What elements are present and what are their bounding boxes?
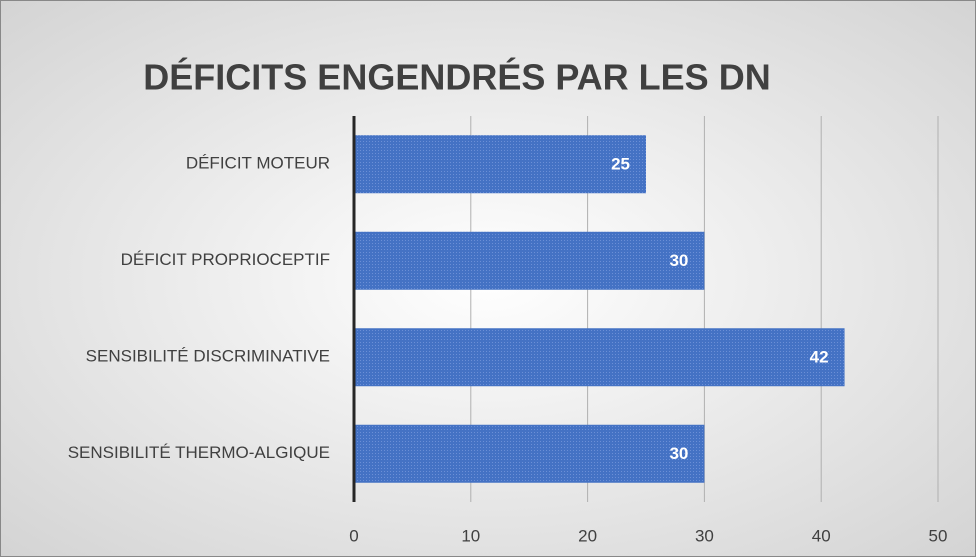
data-label: 30 <box>669 251 688 270</box>
x-tick-label: 20 <box>578 526 597 545</box>
bar <box>354 424 705 483</box>
data-label: 42 <box>810 348 829 367</box>
y-tick-label: DÉFICIT PROPRIOCEPTIF <box>121 250 330 269</box>
y-tick-label: SENSIBILITÉ DISCRIMINATIVE <box>86 347 330 366</box>
x-tick-label: 40 <box>812 526 831 545</box>
x-tick-label: 0 <box>349 526 358 545</box>
y-tick-label: SENSIBILITÉ THERMO-ALGIQUE <box>68 443 330 462</box>
x-tick-label: 10 <box>461 526 480 545</box>
bar <box>354 328 845 387</box>
x-tick-label: 50 <box>929 526 948 545</box>
bar <box>354 231 705 290</box>
data-label: 25 <box>611 155 630 174</box>
data-label: 30 <box>669 444 688 463</box>
x-tick-label: 30 <box>695 526 714 545</box>
chart-title: DÉFICITS ENGENDRÉS PAR LES DN <box>143 57 770 98</box>
bar <box>354 135 646 194</box>
y-tick-label: DÉFICIT MOTEUR <box>186 154 330 173</box>
